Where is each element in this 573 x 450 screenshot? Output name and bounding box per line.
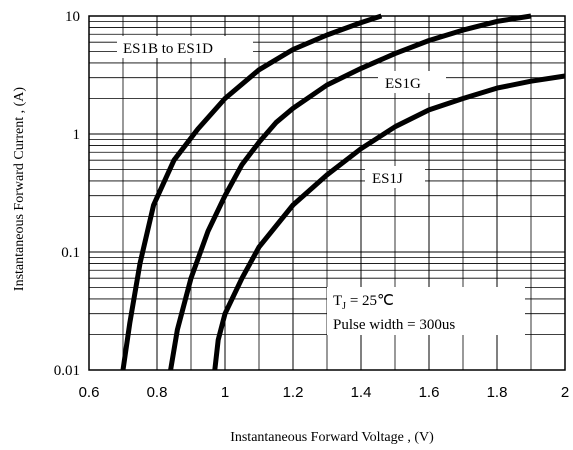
series-line-1 <box>120 13 383 371</box>
tj-value: = 25℃ <box>346 293 394 309</box>
label-bg-es1j <box>365 166 425 188</box>
label-bg-es1g <box>378 71 446 93</box>
x-tick-label: 0.8 <box>147 384 168 401</box>
tick-labels: 0.6 0.8 1 1.2 1.4 1.6 1.8 2 0.01 0.1 1 10 <box>54 9 569 401</box>
tj-subscript: J <box>342 301 346 312</box>
y-tick-label: 10 <box>65 9 80 25</box>
label-bg-es1b <box>117 36 253 58</box>
x-axis-label: Instantaneous Forward Voltage , (V) <box>230 430 434 445</box>
x-tick-label: 0.6 <box>79 384 100 401</box>
x-tick-label: 1 <box>221 384 229 401</box>
tj-symbol: T <box>333 293 342 309</box>
y-tick-label: 1 <box>73 127 81 143</box>
x-tick-label: 1.2 <box>283 384 304 401</box>
pulse-width-note: Pulse width = 300us <box>333 317 455 333</box>
plot-border <box>88 15 566 371</box>
curves <box>120 13 566 371</box>
x-tick-label: 1.6 <box>419 384 440 401</box>
x-tick-label: 2 <box>561 384 569 401</box>
y-axis-label: Instantaneous Forward Current , (A) <box>12 87 27 291</box>
series-label-es1b-es1d: ES1B to ES1D <box>123 41 213 57</box>
series-label-es1j: ES1J <box>372 171 403 187</box>
x-tick-label: 1.8 <box>487 384 508 401</box>
series-label-es1g: ES1G <box>385 76 421 92</box>
y-tick-label: 0.1 <box>61 245 80 261</box>
plot-frame <box>88 15 566 371</box>
junction-temperature-note: TJ = 25℃ <box>333 293 394 312</box>
y-tick-label: 0.01 <box>54 363 80 379</box>
series-line-2 <box>168 13 532 371</box>
x-tick-label: 1.4 <box>351 384 372 401</box>
label-bg-conditions <box>327 287 525 335</box>
series-line-3 <box>212 73 566 371</box>
